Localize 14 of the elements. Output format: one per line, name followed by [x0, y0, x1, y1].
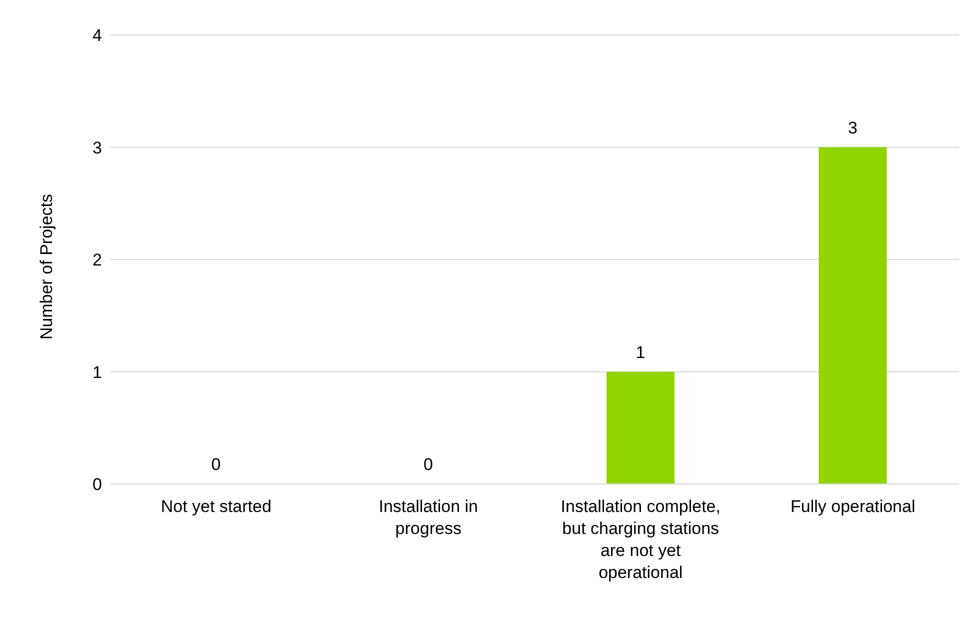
y-tick-label: 0 [92, 475, 102, 494]
y-tick-label: 1 [92, 362, 102, 382]
y-tick-label: 2 [92, 250, 102, 270]
x-tick-label: Not yet started [160, 497, 272, 516]
x-tick-label: Installation complete, but charging stations are not yet operational [560, 497, 720, 582]
data-label: 1 [636, 342, 646, 362]
y-tick-label: 3 [92, 138, 102, 158]
data-label: 0 [424, 455, 433, 474]
x-tick-label: Installation in progress [378, 497, 478, 538]
y-tick-label: 4 [92, 26, 102, 46]
y-axis-title: Number of Projects [37, 194, 56, 340]
data-label: 0 [211, 455, 221, 474]
data-label: 3 [848, 118, 858, 138]
x-tick-label: Fully operational [790, 497, 916, 516]
